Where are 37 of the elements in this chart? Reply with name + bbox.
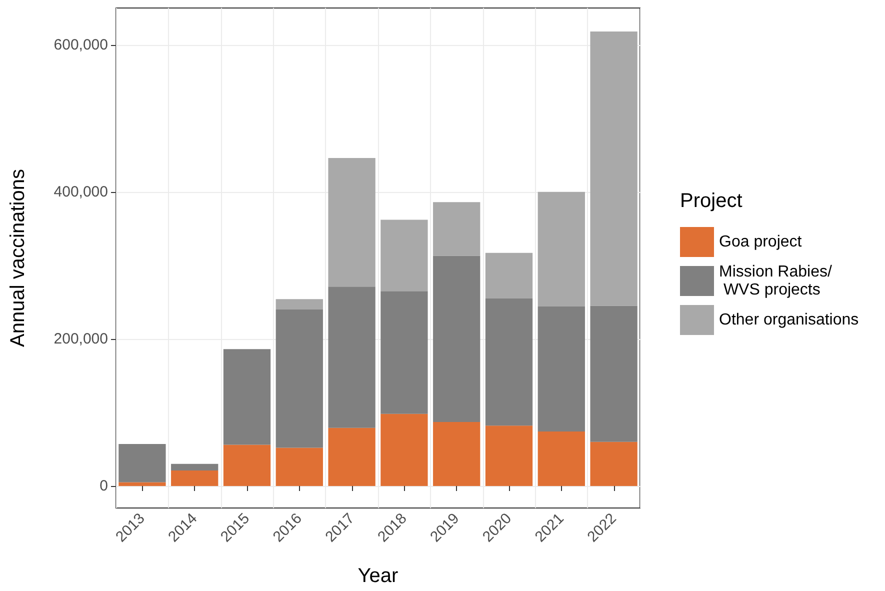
y-tick-label: 600,000 [54, 36, 108, 54]
y-axis-title: Annual vaccinations [7, 169, 29, 347]
bar [223, 349, 271, 445]
bar [485, 252, 533, 298]
legend-label: Mission Rabies/ WVS projects [719, 264, 832, 298]
bar [485, 426, 533, 486]
bar [171, 470, 218, 486]
bar [276, 299, 323, 310]
bar [380, 291, 428, 414]
bar [118, 444, 166, 482]
legend-title: Project [680, 190, 743, 212]
bar [590, 306, 638, 442]
bar [380, 414, 428, 486]
bar [171, 464, 218, 470]
legend-label: Goa project [719, 234, 802, 250]
bar [328, 158, 376, 287]
y-tick-label: 200,000 [54, 330, 108, 348]
bar [380, 220, 428, 292]
bar [276, 448, 323, 486]
bar [328, 428, 376, 486]
bar [433, 422, 480, 486]
bar [538, 192, 585, 307]
bar [590, 32, 638, 306]
bar [118, 482, 166, 486]
bar [485, 298, 533, 426]
y-tick-label: 0 [100, 477, 108, 494]
legend-label: Other organisations [719, 312, 859, 328]
bar [276, 309, 323, 448]
bar [538, 432, 585, 486]
x-axis-title: Year [358, 565, 399, 587]
bar [433, 202, 480, 256]
bar [223, 444, 271, 486]
bar [433, 256, 480, 422]
y-tick-label: 400,000 [54, 183, 108, 200]
bar [328, 286, 376, 428]
bar [538, 306, 585, 432]
bar [590, 442, 638, 486]
